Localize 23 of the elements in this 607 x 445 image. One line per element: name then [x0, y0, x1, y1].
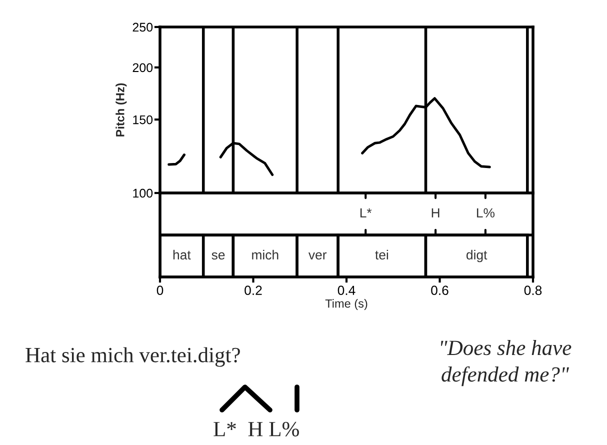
x-tick-label: 0.8: [524, 286, 542, 296]
y-tick-label: 100: [133, 188, 153, 198]
x-tick-label: 0.6: [431, 286, 448, 296]
x-axis-title: Time (s): [325, 299, 368, 310]
y-tick-label: 200: [132, 63, 153, 72]
text: L* H L%: [214, 422, 299, 436]
x-tick-label: 0.2: [244, 286, 262, 296]
data-label: hat: [173, 250, 191, 260]
data-label: ver: [308, 252, 327, 260]
text: "Does she have defended me?": [441, 340, 572, 386]
x-tick-label: 0.4: [338, 286, 356, 296]
data-label: tei: [375, 250, 388, 260]
ref-line-label: H: [432, 208, 440, 218]
ref-line-label: L%: [476, 208, 495, 218]
y-axis-title: Pitch (Hz): [116, 83, 127, 136]
data-label: digt: [466, 250, 488, 262]
data-label: mich: [252, 250, 278, 260]
x-tick-label: 0: [156, 286, 164, 296]
text: Hat sie mich ver.tei.digt?: [26, 347, 240, 367]
y-tick-label: 150: [133, 115, 153, 124]
ref-line-label: L*: [360, 208, 372, 218]
y-tick-label: 250: [132, 22, 153, 32]
data-label: se: [212, 252, 225, 260]
